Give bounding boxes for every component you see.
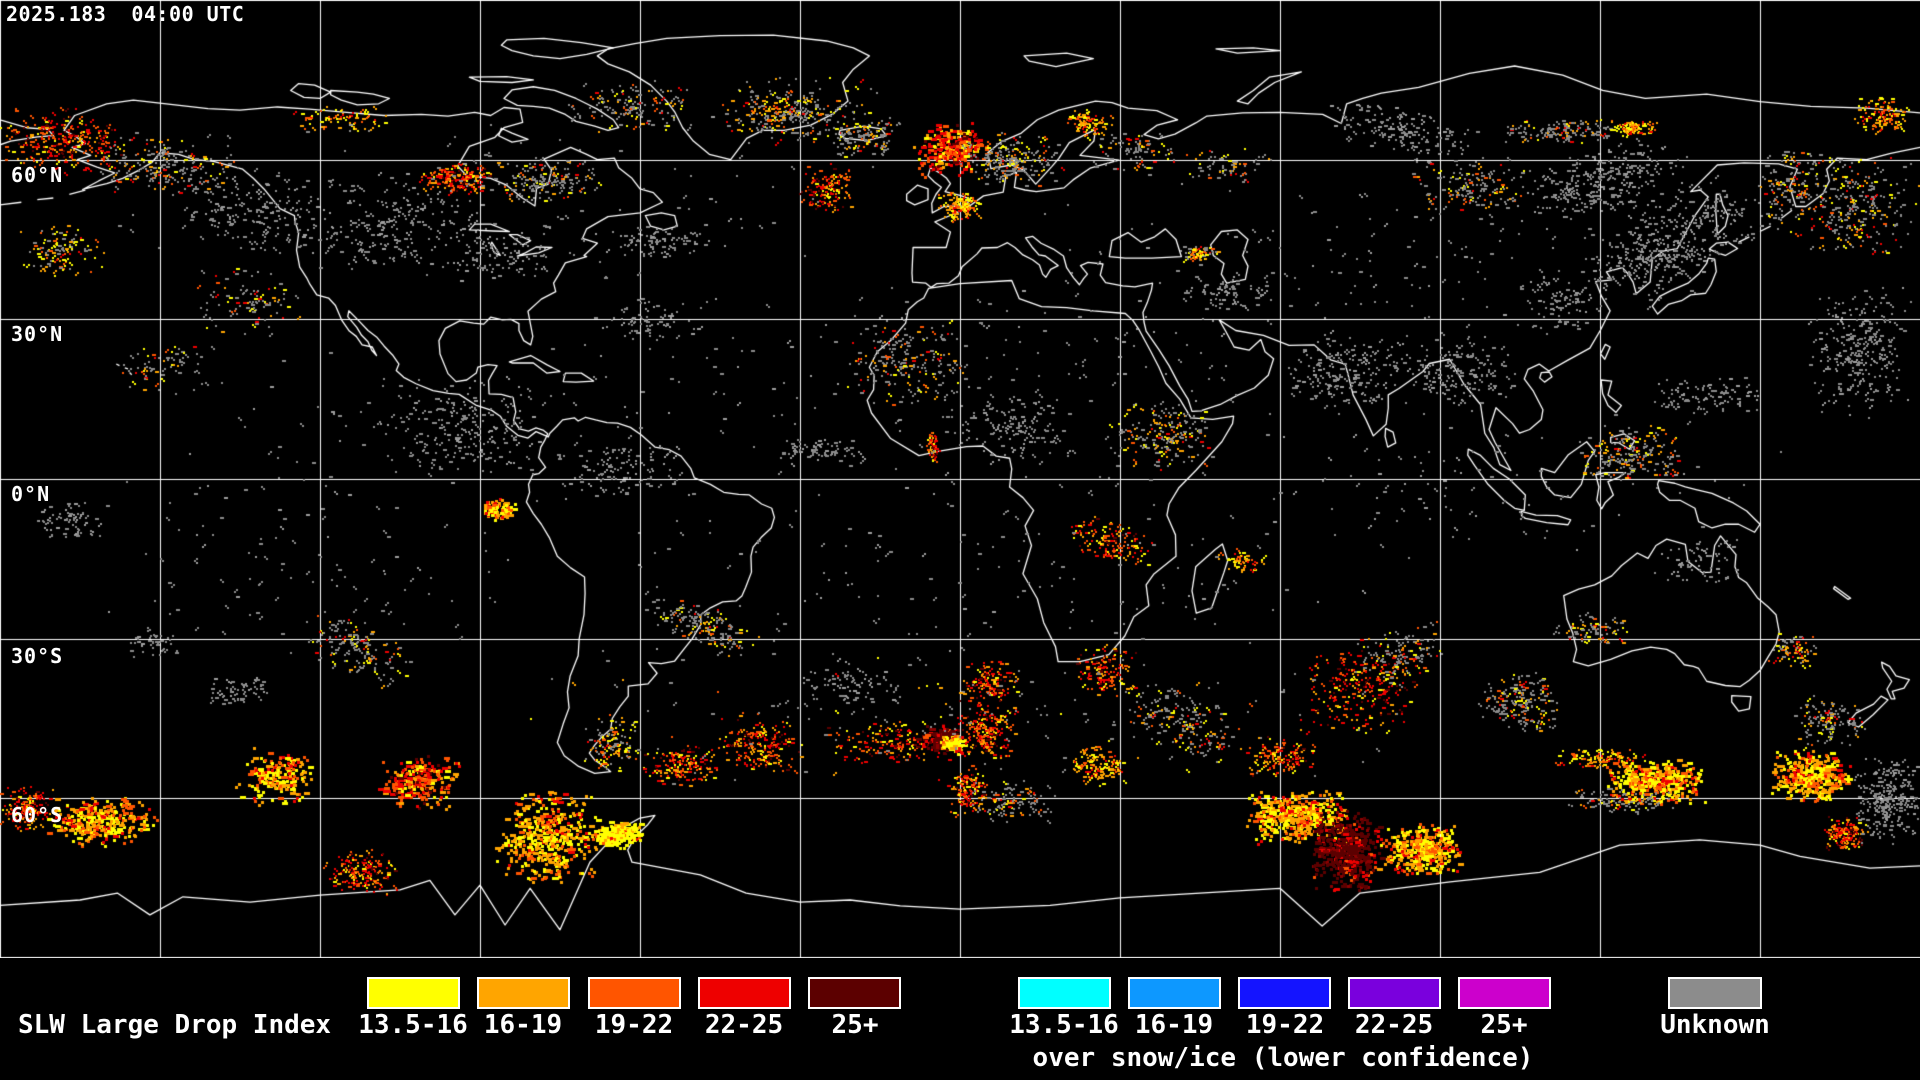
legend-swatch-snow-16-19: [1128, 977, 1221, 1009]
timestamp: 2025.183 04:00 UTC: [6, 2, 245, 26]
legend: SLW Large Drop Index 13.5-16 16-19 19-22…: [0, 958, 1920, 1080]
legend-label-25plus: 25+: [831, 1010, 879, 1040]
legend-label-22-25: 22-25: [704, 1010, 784, 1040]
latitude-label-60n: 60°N: [11, 163, 64, 187]
legend-label-snow-16-19: 16-19: [1134, 1010, 1214, 1040]
latitude-label-60s: 60°S: [11, 803, 64, 827]
legend-swatch-16-19: [477, 977, 570, 1009]
legend-title: SLW Large Drop Index: [18, 1010, 332, 1040]
legend-swatch-snow-22-25: [1348, 977, 1441, 1009]
legend-swatch-snow-13.5-16: [1018, 977, 1111, 1009]
latitude-label-0n: 0°N: [11, 482, 51, 506]
legend-label-16-19: 16-19: [483, 1010, 563, 1040]
legend-swatch-snow-19-22: [1238, 977, 1331, 1009]
latitude-label-30n: 30°N: [11, 322, 64, 346]
legend-label-unknown: Unknown: [1660, 1010, 1770, 1040]
legend-swatch-25plus: [808, 977, 901, 1009]
legend-label-13.5-16: 13.5-16: [358, 1010, 468, 1040]
legend-swatch-13.5-16: [367, 977, 460, 1009]
legend-snow-subtitle: over snow/ice (lower confidence): [1032, 1043, 1534, 1073]
legend-swatch-snow-25plus: [1458, 977, 1551, 1009]
legend-swatch-19-22: [588, 977, 681, 1009]
legend-label-19-22: 19-22: [594, 1010, 674, 1040]
legend-label-snow-25plus: 25+: [1480, 1010, 1528, 1040]
world-map-canvas: [0, 0, 1920, 958]
latitude-label-30s: 30°S: [11, 644, 64, 668]
legend-swatch-unknown: [1668, 977, 1762, 1009]
legend-swatch-22-25: [698, 977, 791, 1009]
legend-label-snow-19-22: 19-22: [1245, 1010, 1325, 1040]
legend-label-snow-22-25: 22-25: [1354, 1010, 1434, 1040]
legend-label-snow-13.5-16: 13.5-16: [1009, 1010, 1119, 1040]
